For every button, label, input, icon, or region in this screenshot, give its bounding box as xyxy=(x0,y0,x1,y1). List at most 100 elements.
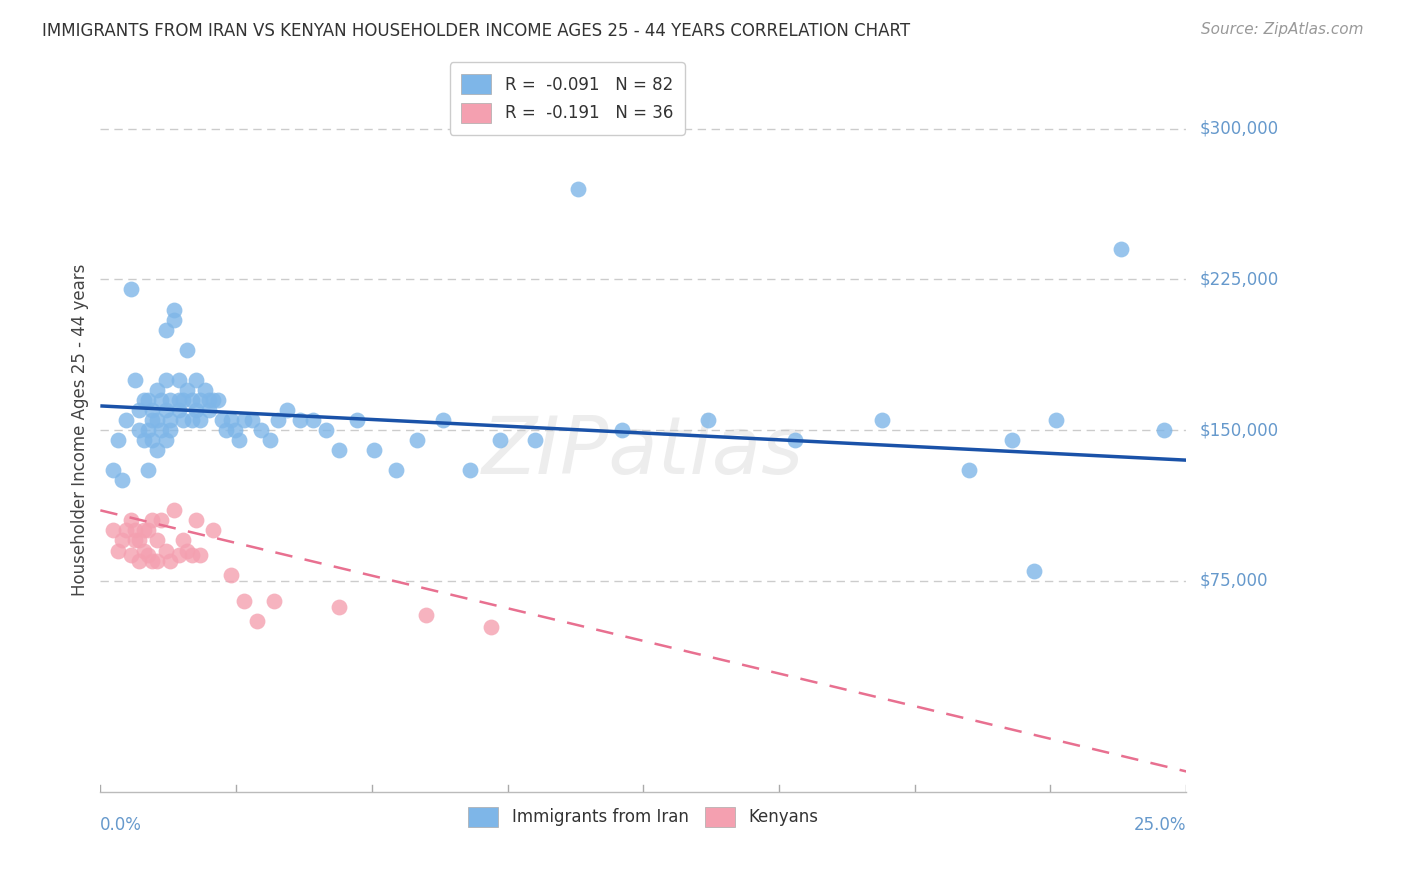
Point xyxy=(250,423,273,437)
Point xyxy=(489,433,512,447)
Point xyxy=(136,463,159,477)
Point xyxy=(176,383,198,397)
Point xyxy=(211,413,233,427)
Point xyxy=(120,548,142,562)
Point xyxy=(180,548,202,562)
Point xyxy=(136,548,159,562)
Point xyxy=(232,593,254,607)
Point xyxy=(219,413,242,427)
Point xyxy=(228,433,250,447)
Point xyxy=(136,524,159,538)
Point xyxy=(141,433,163,447)
Point xyxy=(180,392,202,407)
Point xyxy=(957,463,980,477)
Point xyxy=(167,548,190,562)
Y-axis label: Householder Income Ages 25 - 44 years: Householder Income Ages 25 - 44 years xyxy=(72,264,89,596)
Point xyxy=(176,343,198,357)
Point xyxy=(128,423,150,437)
Point xyxy=(267,413,290,427)
Point xyxy=(128,533,150,548)
Point xyxy=(107,433,129,447)
Text: 25.0%: 25.0% xyxy=(1133,815,1187,834)
Point xyxy=(188,392,211,407)
Point xyxy=(159,423,181,437)
Point xyxy=(202,524,225,538)
Point xyxy=(163,302,186,317)
Text: IMMIGRANTS FROM IRAN VS KENYAN HOUSEHOLDER INCOME AGES 25 - 44 YEARS CORRELATION: IMMIGRANTS FROM IRAN VS KENYAN HOUSEHOLD… xyxy=(42,22,910,40)
Point xyxy=(1024,564,1046,578)
Point xyxy=(219,567,242,582)
Text: $75,000: $75,000 xyxy=(1199,572,1268,590)
Point xyxy=(288,413,311,427)
Point xyxy=(107,543,129,558)
Point xyxy=(163,312,186,326)
Point xyxy=(207,392,229,407)
Point xyxy=(128,403,150,417)
Text: Source: ZipAtlas.com: Source: ZipAtlas.com xyxy=(1201,22,1364,37)
Point xyxy=(120,282,142,296)
Point xyxy=(479,620,502,634)
Point xyxy=(432,413,454,427)
Point xyxy=(141,553,163,567)
Point xyxy=(167,392,190,407)
Point xyxy=(120,513,142,527)
Text: $150,000: $150,000 xyxy=(1199,421,1278,439)
Text: $225,000: $225,000 xyxy=(1199,270,1278,288)
Point xyxy=(159,413,181,427)
Point xyxy=(136,392,159,407)
Point xyxy=(146,383,169,397)
Point xyxy=(159,553,181,567)
Point xyxy=(302,413,325,427)
Point xyxy=(146,443,169,458)
Point xyxy=(184,403,207,417)
Point xyxy=(103,463,125,477)
Point xyxy=(150,513,173,527)
Point xyxy=(415,607,437,622)
Point xyxy=(167,373,190,387)
Point xyxy=(346,413,368,427)
Point xyxy=(363,443,385,458)
Point xyxy=(315,423,337,437)
Point xyxy=(184,513,207,527)
Point xyxy=(103,524,125,538)
Point xyxy=(132,392,155,407)
Point xyxy=(128,553,150,567)
Point xyxy=(172,392,194,407)
Point xyxy=(141,513,163,527)
Point xyxy=(240,413,263,427)
Point xyxy=(1109,242,1132,256)
Point xyxy=(276,403,298,417)
Point xyxy=(155,433,177,447)
Point xyxy=(115,413,138,427)
Point xyxy=(111,473,134,487)
Point xyxy=(232,413,254,427)
Point xyxy=(150,423,173,437)
Point xyxy=(328,599,350,614)
Point xyxy=(111,533,134,548)
Point xyxy=(176,543,198,558)
Point xyxy=(406,433,429,447)
Point xyxy=(785,433,807,447)
Point xyxy=(124,373,146,387)
Point xyxy=(328,443,350,458)
Point xyxy=(132,543,155,558)
Point xyxy=(384,463,406,477)
Point xyxy=(1001,433,1024,447)
Point xyxy=(115,524,138,538)
Point xyxy=(870,413,893,427)
Point xyxy=(155,403,177,417)
Point xyxy=(150,392,173,407)
Point xyxy=(146,413,169,427)
Point xyxy=(180,413,202,427)
Point xyxy=(567,182,589,196)
Point xyxy=(163,503,186,517)
Point xyxy=(1045,413,1067,427)
Point xyxy=(159,392,181,407)
Point xyxy=(146,533,169,548)
Point xyxy=(202,392,225,407)
Point xyxy=(246,614,269,628)
Point xyxy=(259,433,281,447)
Text: 0.0%: 0.0% xyxy=(100,815,142,834)
Point xyxy=(155,373,177,387)
Text: ZIPatlas: ZIPatlas xyxy=(482,413,804,491)
